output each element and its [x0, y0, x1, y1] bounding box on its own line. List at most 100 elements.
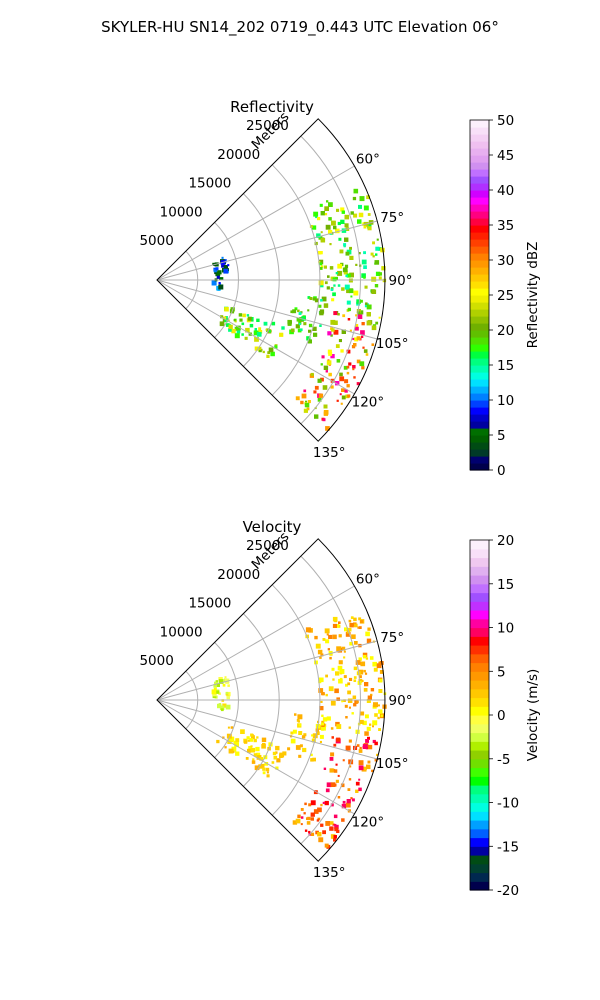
echo-cell	[332, 634, 337, 640]
echo-cell	[367, 736, 370, 740]
echo-cell	[321, 692, 325, 696]
echo-cell	[365, 714, 369, 719]
echo-cell	[349, 272, 354, 278]
echo-cell	[329, 266, 334, 270]
velocity-panel: Velocity500010000150002000025000Meters60…	[139, 518, 541, 899]
echo-cell	[346, 799, 351, 804]
echo-cell	[332, 616, 338, 622]
echo-cell	[325, 821, 331, 826]
echo-cell	[325, 639, 330, 644]
echo-cell	[343, 365, 348, 370]
echo-cell	[320, 823, 324, 827]
echo-cell	[219, 321, 225, 327]
colorbar-segment	[470, 148, 489, 156]
azimuth-spoke	[156, 640, 378, 701]
angular-tick-label: 60°	[356, 151, 380, 167]
echo-cell	[326, 782, 332, 788]
echo-cell	[355, 263, 358, 266]
echo-cell	[259, 757, 263, 761]
echo-cell	[365, 631, 370, 637]
echo-cell	[345, 251, 350, 256]
colorbar-segment	[470, 400, 489, 408]
angular-tick-label: 60°	[356, 571, 380, 587]
echo-cell	[303, 322, 307, 326]
colorbar-segment	[470, 365, 489, 373]
echo-cell	[359, 196, 365, 202]
echo-cell	[371, 343, 375, 346]
echo-cell	[333, 320, 338, 325]
echo-cell	[301, 735, 306, 739]
echo-cell	[324, 843, 329, 848]
reflectivity-panel: Reflectivity500010000150002000025000Mete…	[139, 98, 541, 479]
colorbar-segment	[470, 767, 489, 777]
echo-cell	[254, 328, 257, 331]
echo-cell	[372, 720, 378, 726]
echo-cell	[324, 800, 329, 806]
echo-cell	[275, 745, 280, 751]
echo-cell	[254, 765, 260, 771]
echo-cell	[338, 678, 343, 684]
echo-cell	[337, 665, 343, 671]
echo-cell	[358, 778, 361, 781]
echo-cell	[343, 656, 346, 659]
angular-tick-label: 75°	[380, 630, 404, 646]
echo-cell	[334, 823, 337, 827]
echo-cell	[347, 698, 353, 703]
echo-cell	[379, 670, 384, 674]
echo-cell	[266, 774, 270, 778]
echo-cell	[295, 396, 300, 401]
echo-cell	[308, 329, 312, 333]
echo-cell	[223, 268, 229, 274]
echo-cell	[376, 753, 379, 756]
echo-cell	[221, 256, 224, 259]
echo-cell	[213, 687, 217, 691]
echo-cell	[328, 217, 332, 221]
echo-cell	[331, 298, 335, 302]
echo-cell	[225, 323, 230, 327]
echo-cell	[228, 324, 233, 329]
echo-cell	[356, 309, 361, 314]
echo-cell	[223, 265, 228, 270]
echo-cell	[287, 319, 292, 325]
echo-cell	[345, 716, 348, 719]
echo-cell	[330, 752, 335, 757]
echo-cell	[345, 745, 351, 751]
echo-cell	[361, 679, 364, 682]
echo-cell	[337, 774, 340, 777]
echo-cell	[290, 738, 296, 744]
colorbar-segment	[470, 281, 489, 289]
echo-cell	[380, 247, 385, 253]
colorbar-tick-label: 10	[497, 393, 514, 409]
echo-cell	[328, 650, 333, 655]
colorbar-segment	[470, 741, 489, 751]
colorbar-segment	[470, 274, 489, 282]
echo-cell	[315, 215, 318, 219]
echo-cell	[347, 788, 351, 791]
colorbar-segment	[470, 239, 489, 247]
echo-cell	[253, 753, 258, 757]
echo-cell	[319, 310, 324, 316]
echo-cell	[378, 276, 382, 280]
echo-cell	[340, 783, 345, 788]
echo-cell	[358, 617, 362, 621]
echo-cell	[361, 335, 364, 338]
echo-cell	[339, 372, 343, 377]
echo-cell	[325, 788, 330, 793]
echo-cell	[363, 225, 367, 229]
colorbar-segment	[470, 393, 489, 401]
echo-cell	[211, 280, 217, 286]
echo-cell	[358, 626, 362, 629]
colorbar-tick-label: 15	[497, 358, 514, 374]
echo-cell	[369, 723, 372, 726]
echo-cell	[347, 682, 351, 686]
echo-cell	[322, 717, 328, 722]
echo-cell	[350, 211, 354, 215]
echo-cell	[297, 309, 300, 313]
echo-cell	[319, 203, 323, 207]
echo-cell	[314, 414, 319, 419]
echo-cell	[224, 306, 229, 312]
echo-cell	[335, 228, 340, 234]
echo-cell	[224, 746, 227, 749]
echo-cell	[328, 634, 333, 639]
